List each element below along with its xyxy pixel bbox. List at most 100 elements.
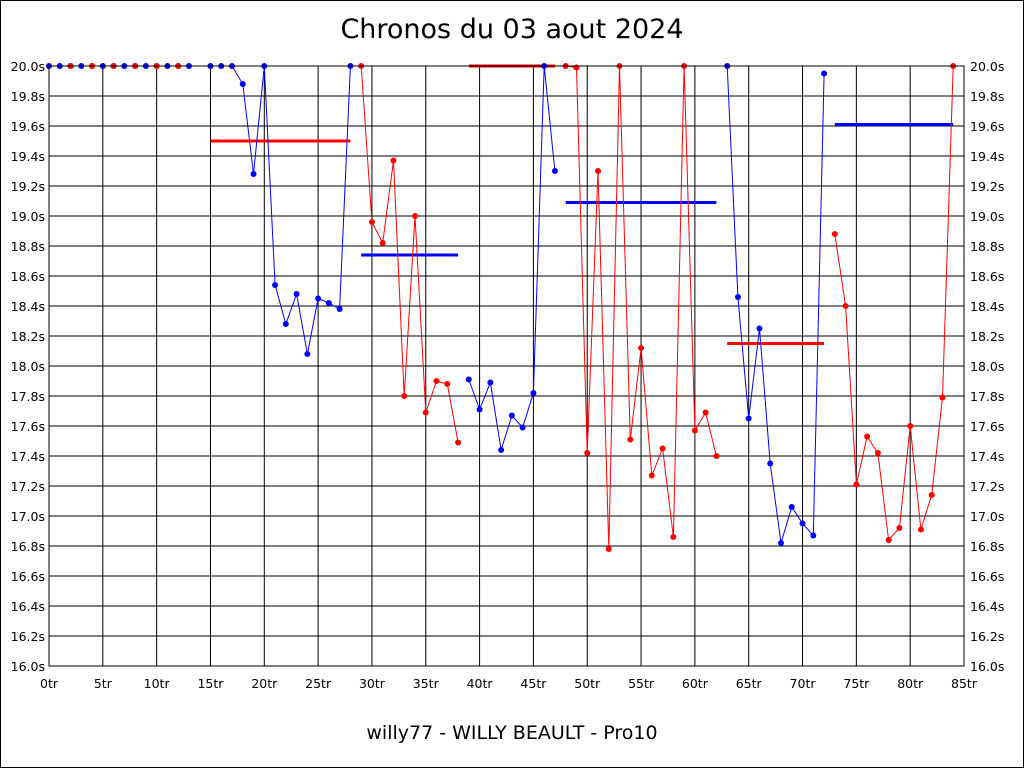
data-point [401, 393, 408, 399]
data-point [638, 345, 645, 351]
grid [48, 65, 965, 667]
y-tick-label-left: 18.4s [11, 299, 45, 314]
y-tick-label-right: 16.0s [970, 659, 1004, 674]
y-tick-label-left: 17.6s [11, 419, 45, 434]
y-tick-label-left: 19.0s [11, 209, 45, 224]
x-tick-label: 10tr [144, 676, 171, 691]
data-point [627, 436, 634, 443]
x-tick-label: 5tr [94, 676, 113, 691]
data-point [455, 439, 462, 446]
data-point [272, 282, 279, 288]
data-point [293, 291, 300, 297]
data-point [885, 537, 892, 543]
data-point [476, 406, 483, 413]
average-lines [210, 64, 954, 345]
data-point [928, 492, 935, 498]
data-point [896, 525, 903, 531]
y-tick-label-right: 19.2s [970, 179, 1004, 194]
x-tick-label: 15tr [197, 676, 224, 691]
x-axis-ticks: 0tr 5tr 10tr 15tr 20tr 25tr 30tr 35tr 40tr 45tr 50… [40, 676, 978, 691]
data-point [778, 540, 784, 546]
x-tick-label: 45tr [520, 676, 547, 691]
y-tick-label-right: 19.6s [970, 119, 1004, 134]
y-tick-label-left: 17.0s [11, 509, 45, 524]
y-tick-label-left: 18.8s [11, 239, 45, 254]
data-point [487, 379, 494, 386]
data-point [551, 168, 558, 174]
y-tick-label-right: 18.6s [970, 269, 1004, 284]
series-lines [49, 65, 954, 550]
data-point [368, 219, 375, 225]
data-point [907, 423, 914, 429]
data-point [713, 453, 720, 459]
x-tick-label: 55tr [628, 676, 655, 691]
y-tick-label-left: 17.2s [11, 479, 45, 494]
x-tick-label: 20tr [251, 676, 278, 691]
y-axis-right-ticks: 16.0s 16.2s 16.4s 16.6s 16.8s 17.0s 17.2s 17.4s… [970, 59, 1004, 674]
series-line [834, 65, 954, 542]
data-point [788, 504, 795, 510]
data-point [702, 409, 709, 416]
data-point [745, 415, 752, 422]
y-tick-label-right: 18.2s [970, 329, 1004, 344]
series-line [360, 65, 459, 443]
data-point [336, 306, 343, 312]
y-tick-label-right: 18.4s [970, 299, 1004, 314]
y-tick-label-right: 17.6s [970, 419, 1004, 434]
data-point [465, 376, 472, 383]
y-tick-label-left: 19.8s [11, 89, 45, 104]
y-tick-label-left: 16.8s [11, 539, 45, 554]
x-tick-label: 30tr [359, 676, 386, 691]
x-tick-label: 85tr [951, 676, 978, 691]
x-tick-label: 80tr [897, 676, 924, 691]
y-axis-left-ticks: 16.0s 16.2s 16.4s 16.6s 16.8s 17.0s 17.2s 17.4s… [11, 59, 45, 674]
x-tick-label: 0tr [40, 676, 59, 691]
data-point [519, 424, 526, 431]
data-point [799, 520, 806, 527]
y-tick-label-left: 17.8s [11, 389, 45, 404]
data-point [605, 546, 612, 552]
y-tick-label-right: 19.8s [970, 89, 1004, 104]
y-tick-label-right: 17.2s [970, 479, 1004, 494]
y-tick-label-right: 17.8s [970, 389, 1004, 404]
data-point [648, 472, 655, 479]
y-tick-label-left: 19.2s [11, 179, 45, 194]
x-tick-label: 65tr [736, 676, 763, 691]
data-point [864, 433, 871, 440]
data-point [853, 481, 860, 488]
y-tick-label-right: 19.4s [970, 149, 1004, 164]
data-point [734, 294, 741, 300]
x-tick-label: 50tr [574, 676, 601, 691]
y-tick-label-right: 17.4s [970, 449, 1004, 464]
y-tick-label-left: 20.0s [11, 59, 45, 74]
data-point [874, 450, 881, 456]
data-point [433, 378, 440, 384]
data-point [670, 534, 677, 540]
data-point [239, 81, 246, 87]
data-point [325, 300, 332, 306]
y-tick-label-left: 19.4s [11, 149, 45, 164]
data-point [831, 231, 838, 237]
data-point [767, 460, 774, 467]
y-tick-label-right: 20.0s [970, 59, 1004, 74]
data-point [691, 427, 698, 434]
data-point [821, 70, 828, 77]
y-tick-label-left: 18.0s [11, 359, 45, 374]
data-point [573, 64, 580, 71]
y-tick-label-right: 16.2s [970, 629, 1004, 644]
y-tick-label-left: 16.0s [11, 659, 45, 674]
data-point [508, 412, 515, 419]
data-point [810, 532, 817, 539]
y-tick-label-right: 17.0s [970, 509, 1004, 524]
y-tick-label-right: 16.4s [970, 599, 1004, 614]
series-line [468, 65, 556, 451]
y-tick-label-left: 17.4s [11, 449, 45, 464]
x-tick-label: 35tr [413, 676, 440, 691]
data-point [315, 295, 322, 302]
y-tick-label-left: 16.2s [11, 629, 45, 644]
data-point [422, 409, 429, 416]
y-tick-label-right: 16.8s [970, 539, 1004, 554]
y-tick-label-left: 18.6s [11, 269, 45, 284]
data-point [379, 240, 386, 246]
